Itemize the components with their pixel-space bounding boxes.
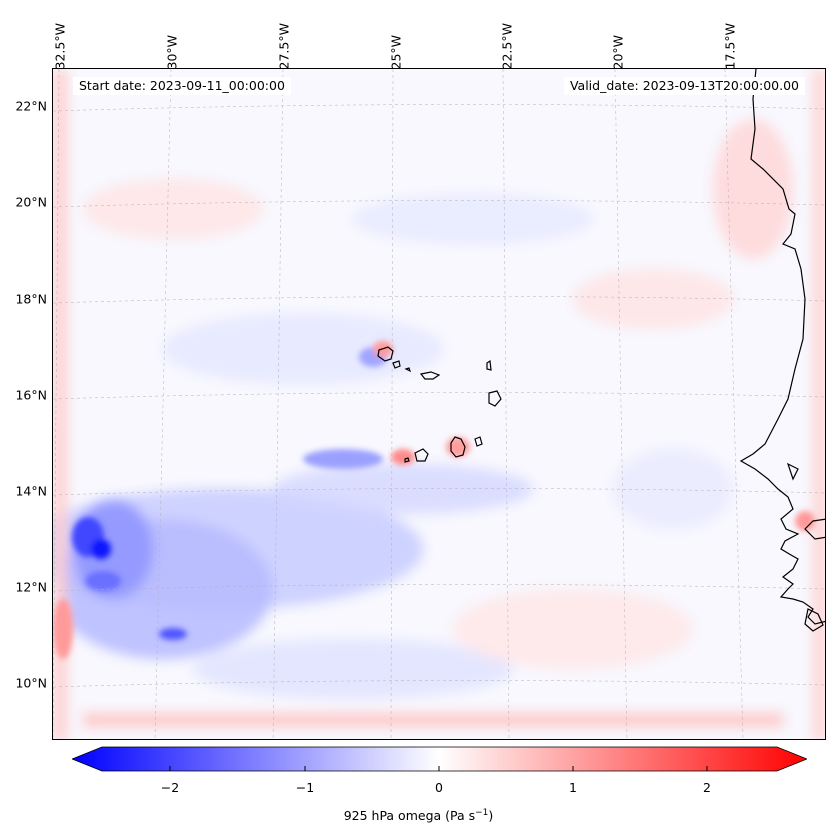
colorbar-label: 925 hPa omega (Pa s−1) [0,808,837,823]
lon-label-32-5w: 32.5°W [52,23,68,70]
start-date-label: Start date: 2023-09-11_00:00:00 [73,77,291,95]
lon-label-20w: 20°W [610,34,626,70]
lon-label-17-5w: 17.5°W [722,23,738,70]
colorbar-tick-label-1: 1 [569,780,577,795]
lat-label-16n: 16°N [15,387,47,403]
lat-label-20n: 20°N [15,194,47,210]
omega-field-map [53,69,825,739]
colorbar-tick-label-neg2: −2 [160,780,180,795]
cape-verde-islands [377,346,502,463]
colorbar-label-end: ) [488,808,494,824]
colorbar [72,746,807,772]
lon-label-22-5w: 22.5°W [499,23,515,70]
lon-label-25w: 25°W [388,34,404,70]
colorbar-label-text: 925 hPa omega (Pa s [343,808,476,824]
coastline [739,69,825,632]
map-panel: Start date: 2023-09-11_00:00:00 Valid_da… [52,68,826,740]
graticule [53,69,825,739]
lat-label-12n: 12°N [15,579,47,595]
valid-date-label: Valid_date: 2023-09-13T20:00:00.00 [563,77,805,95]
colorbar-label-exponent: −1 [475,808,489,818]
lat-label-10n: 10°N [15,675,47,691]
lat-label-22n: 22°N [15,98,47,114]
lon-label-27-5w: 27.5°W [276,23,292,70]
lat-label-18n: 18°N [15,291,47,307]
colorbar-tick-label-0: 0 [435,780,443,795]
lon-label-30w: 30°W [164,34,180,70]
lat-label-14n: 14°N [15,483,47,499]
colorbar-tick-label-neg1: −1 [295,780,315,795]
colorbar-gradient [72,746,807,772]
colorbar-tick-label-2: 2 [703,780,711,795]
